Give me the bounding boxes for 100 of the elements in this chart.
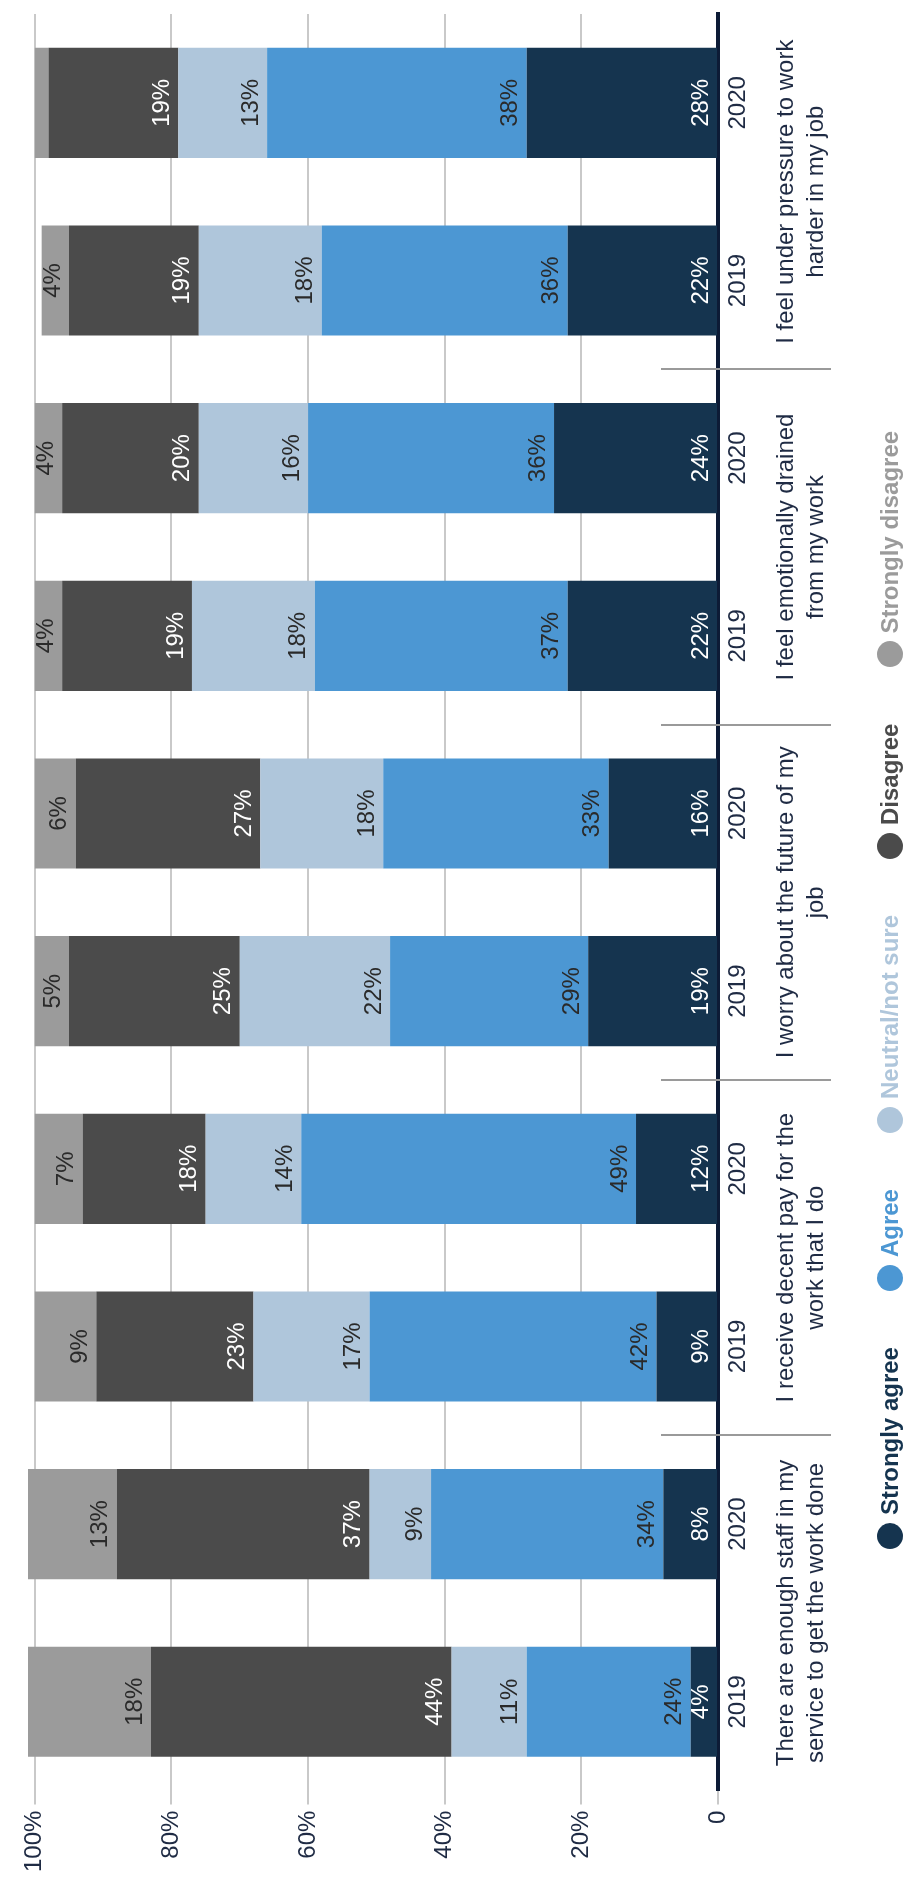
data-label: 4%	[30, 440, 58, 476]
bar	[526, 47, 717, 158]
bar	[567, 225, 717, 336]
bar	[34, 758, 76, 869]
data-label: 33%	[577, 789, 605, 838]
y-tick-label: 2020	[723, 1497, 751, 1551]
bar	[34, 47, 49, 158]
bar	[28, 1469, 117, 1580]
data-label: 12%	[685, 1144, 713, 1193]
data-label: 44%	[420, 1677, 448, 1726]
text: Strongly agree	[876, 1347, 904, 1516]
data-label: 9%	[399, 1506, 427, 1542]
bar	[608, 758, 717, 869]
data-label: 38%	[495, 78, 523, 127]
y-tick-label: 2019	[723, 1675, 751, 1729]
bar	[308, 403, 555, 514]
data-label: 49%	[604, 1144, 632, 1193]
bar	[314, 580, 568, 691]
bar	[191, 580, 315, 691]
bar	[116, 1469, 370, 1580]
text: I feel emotionally drained from my work	[771, 413, 829, 681]
bar	[267, 47, 527, 158]
data-label: 29%	[556, 967, 584, 1016]
x-tick-label: 20%	[565, 1810, 593, 1859]
bar	[41, 225, 69, 336]
data-label: 13%	[235, 78, 263, 127]
bar	[526, 1646, 691, 1757]
data-label: 24%	[685, 434, 713, 483]
data-label: 36%	[536, 256, 564, 305]
data-label: 8%	[685, 1506, 713, 1542]
text: Agree	[876, 1189, 904, 1258]
data-label: 18%	[283, 611, 311, 660]
data-label: 22%	[358, 967, 386, 1016]
y-tick-label: 2020	[723, 431, 751, 485]
y-tick-label: 2020	[723, 76, 751, 130]
bar	[301, 1113, 637, 1224]
data-label: 18%	[290, 256, 318, 305]
bar	[369, 1291, 657, 1402]
bar	[34, 1291, 97, 1402]
data-label: 13%	[85, 1500, 113, 1549]
text: I receive decent pay for the work that I do	[771, 1112, 829, 1403]
bar	[239, 936, 391, 1047]
bar	[198, 403, 309, 514]
data-label: 24%	[659, 1677, 687, 1726]
data-label: 28%	[685, 78, 713, 127]
bar	[62, 580, 192, 691]
data-label: 4%	[685, 1684, 713, 1720]
bar	[82, 1113, 206, 1224]
bar	[205, 1113, 302, 1224]
y-tick-label: 2019	[723, 253, 751, 308]
bar	[656, 1291, 717, 1402]
bar	[636, 1113, 717, 1224]
y-tick-label: 2019	[723, 964, 751, 1018]
data-label: 18%	[351, 789, 379, 838]
x-tick-label: 0	[702, 1810, 730, 1824]
bar	[451, 1646, 527, 1757]
data-label: 37%	[536, 611, 564, 660]
x-tick-label: 80%	[156, 1810, 184, 1859]
x-tick-label: 40%	[429, 1810, 457, 1859]
bar	[198, 225, 322, 336]
data-label: 42%	[625, 1322, 653, 1371]
data-label: 22%	[685, 256, 713, 305]
data-label: 5%	[37, 973, 65, 1009]
bar	[48, 47, 179, 158]
bar	[68, 936, 240, 1047]
bar	[554, 403, 717, 514]
data-label: 9%	[64, 1329, 92, 1364]
bar	[28, 1646, 151, 1757]
bar	[178, 47, 268, 158]
data-label: 18%	[174, 1144, 202, 1193]
text: I feel under pressure to work harder in my job	[771, 38, 829, 344]
data-label: 34%	[631, 1500, 659, 1549]
y-tick-label: 2020	[723, 786, 751, 841]
text: Strongly disagree	[876, 430, 904, 634]
data-label: 19%	[167, 256, 195, 305]
bar	[663, 1469, 717, 1580]
bar	[369, 1469, 432, 1580]
data-label: 23%	[221, 1322, 249, 1371]
data-label: 18%	[119, 1677, 147, 1726]
bar	[431, 1469, 664, 1580]
data-label: 19%	[160, 611, 188, 660]
data-label: 27%	[228, 789, 256, 838]
bar	[75, 758, 261, 869]
data-label: 19%	[685, 967, 713, 1016]
bar	[68, 225, 199, 336]
text: I worry about the future of my job	[771, 746, 829, 1059]
data-label: 22%	[685, 611, 713, 660]
bar	[588, 936, 717, 1047]
data-label: 20%	[167, 434, 195, 483]
bar	[96, 1291, 254, 1402]
data-label: 4%	[30, 618, 58, 654]
bar	[383, 758, 609, 869]
x-tick-label: 60%	[292, 1810, 320, 1859]
data-label: 16%	[685, 789, 713, 838]
text: There are enough staff in my service to get the work done	[771, 1459, 829, 1767]
text: Disagree	[876, 723, 904, 826]
data-label: 17%	[338, 1322, 366, 1371]
data-label: 25%	[208, 967, 236, 1016]
data-label: 4%	[37, 263, 65, 298]
data-label: 36%	[522, 434, 550, 483]
